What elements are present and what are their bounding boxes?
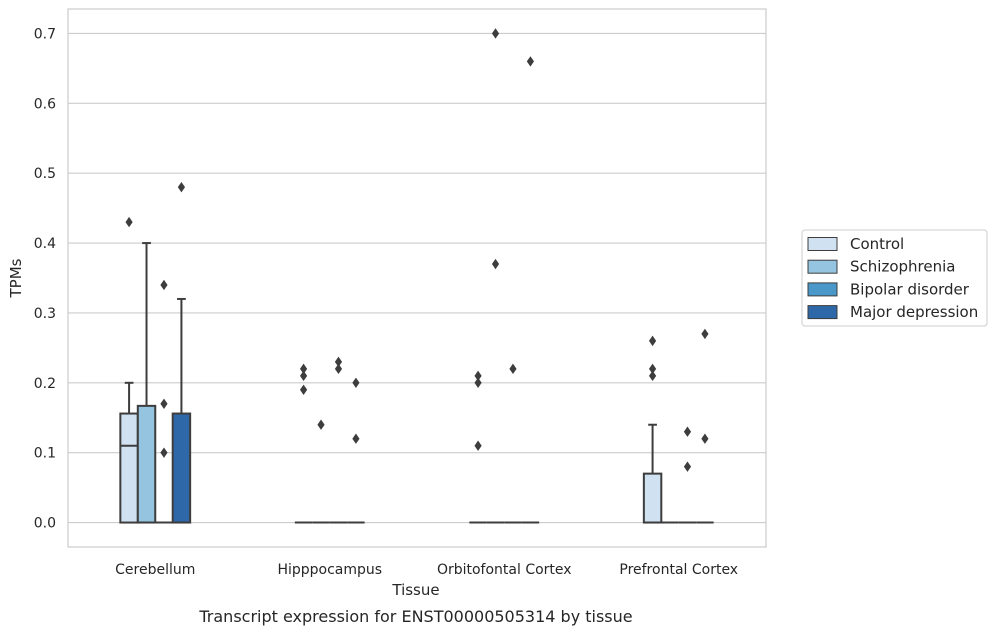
box-bipolar-disorder (329, 356, 348, 524)
box-body (136, 404, 157, 524)
legend-swatch (807, 282, 838, 297)
y-axis-label: TPMs (7, 258, 25, 298)
x-axis-label: Tissue (391, 581, 439, 599)
outlier-point (683, 426, 692, 437)
outlier-point (299, 384, 308, 395)
y-tick-label: 0.5 (34, 166, 56, 182)
outlier-point (701, 328, 709, 340)
outlier-point (474, 370, 482, 382)
box-major-depression (347, 377, 365, 524)
outlier-point (352, 433, 360, 444)
outlier-point (526, 56, 535, 67)
outlier-point (491, 258, 500, 270)
outlier-point (334, 356, 343, 368)
box-control (469, 370, 487, 524)
legend-label: Major depression (850, 303, 978, 321)
legend-label: Bipolar disorder (850, 280, 970, 298)
outlier-point (509, 363, 517, 375)
legend-label: Schizophrenia (850, 258, 955, 276)
box-body (171, 412, 192, 524)
plot-frame (67, 8, 767, 548)
outlier-point (648, 363, 657, 375)
legend: Control Schizophrenia Bipolar disorder Majo… (801, 229, 988, 327)
chart-caption: Transcript expression for ENST0000050531… (198, 607, 632, 626)
outlier-point (160, 447, 168, 458)
outlier-point (177, 181, 186, 193)
y-tick-label: 0.3 (34, 306, 56, 322)
x-tick-label: Prefrontal Cortex (619, 562, 738, 578)
outlier-point (334, 363, 343, 375)
x-tick-label: Orbitofontal Cortex (437, 562, 572, 578)
legend-swatch (807, 259, 838, 274)
box-major-depression (521, 56, 540, 524)
box-control (119, 216, 139, 524)
y-tick-label: 0.2 (34, 376, 56, 392)
outlier-point (683, 461, 692, 472)
box-control (294, 363, 313, 524)
outlier-point (160, 398, 168, 409)
box-bipolar-disorder (155, 279, 173, 524)
y-tick-labels: 0.0 0.1 0.2 0.3 0.4 0.5 0.6 0.7 (34, 26, 56, 531)
outlier-point (491, 28, 500, 39)
box-body (119, 412, 139, 524)
x-tick-label: Cerebellum (115, 562, 195, 578)
legend-swatch (807, 237, 838, 251)
outlier-point (299, 370, 308, 382)
outlier-point (648, 370, 657, 382)
y-tick-label: 0.6 (34, 96, 56, 112)
box-bipolar-disorder (678, 426, 697, 524)
legend-label: Control (850, 235, 904, 253)
outlier-point (125, 216, 133, 228)
box-body (642, 472, 663, 524)
y-tick-label: 0.4 (34, 236, 56, 252)
box-schizophrenia (312, 419, 330, 524)
outlier-point (299, 363, 308, 375)
legend-frame (801, 229, 988, 327)
outlier-point (474, 377, 482, 389)
outlier-point (701, 433, 709, 444)
x-tick-label: Hipppocampus (277, 562, 382, 578)
legend-swatch (807, 305, 838, 320)
outlier-point (160, 279, 168, 291)
x-tick-labels: Cerebellum Hipppocampus Orbitofontal Corte… (115, 562, 738, 578)
box-control (642, 335, 663, 524)
box-major-depression (171, 181, 192, 524)
outlier-point (352, 377, 360, 389)
y-tick-label: 0.1 (34, 446, 56, 462)
outlier-point (648, 335, 657, 347)
box-schizophrenia (136, 242, 157, 524)
y-tick-label: 0.7 (34, 26, 56, 42)
outlier-point (474, 440, 482, 451)
box-bipolar-disorder (504, 363, 522, 524)
box-major-depression (696, 328, 714, 524)
box-schizophrenia (486, 28, 505, 524)
outlier-point (317, 419, 325, 430)
box-series-layer (119, 28, 714, 524)
y-tick-label: 0.0 (34, 516, 56, 532)
